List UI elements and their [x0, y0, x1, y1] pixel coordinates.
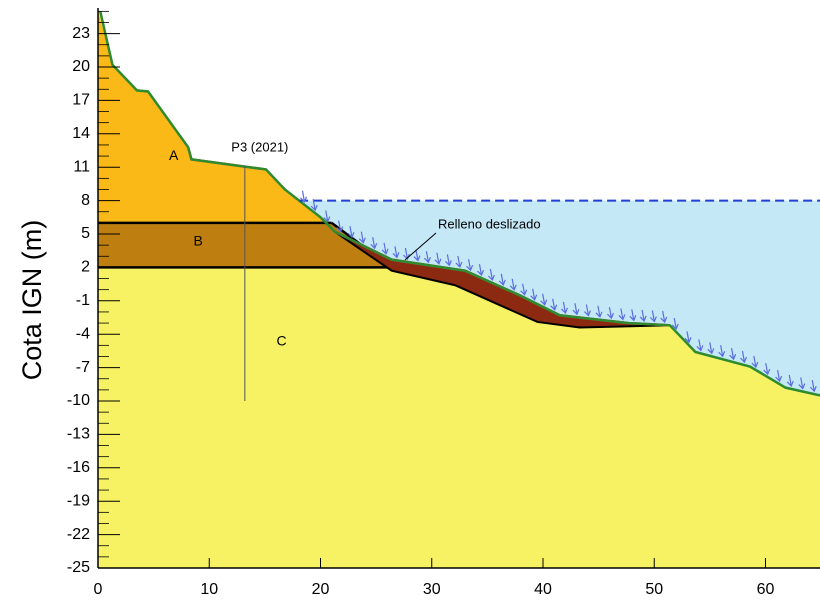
y-tick-label: 5 — [81, 225, 90, 242]
y-tick-label: -1 — [76, 292, 90, 309]
y-tick-label: -4 — [76, 325, 90, 342]
y-tick-label: 20 — [72, 58, 90, 75]
y-tick-label: 2 — [81, 259, 90, 276]
slide-label: Relleno deslizado — [438, 216, 541, 231]
y-tick-label: -25 — [67, 559, 90, 576]
y-tick-label: 23 — [72, 25, 90, 42]
y-tick-label: -10 — [67, 392, 90, 409]
x-tick-label: 30 — [423, 581, 441, 598]
layer-label: A — [169, 147, 179, 163]
y-tick-label: 8 — [81, 192, 90, 209]
y-tick-label: -16 — [67, 459, 90, 476]
x-tick-label: 10 — [200, 581, 218, 598]
y-tick-label: 14 — [72, 125, 90, 142]
y-tick-label: -13 — [67, 426, 90, 443]
chart: Cota IGN (m) P3 (2021) C A B Relleno desliza… — [0, 0, 820, 604]
x-tick-label: 0 — [94, 581, 103, 598]
x-tick-label: 20 — [312, 581, 330, 598]
y-tick-label: 17 — [72, 92, 90, 109]
layer — [98, 11, 327, 223]
x-tick-label: 40 — [534, 581, 552, 598]
y-tick-label: 11 — [73, 158, 90, 175]
y-tick-label: -22 — [67, 526, 90, 543]
y-tick-label: -19 — [67, 492, 90, 509]
layer-label: B — [193, 233, 202, 249]
layer-label: C — [276, 333, 286, 349]
y-tick-label: -7 — [76, 359, 90, 376]
borehole-label: P3 (2021) — [231, 140, 288, 155]
x-tick-label: 60 — [757, 581, 775, 598]
x-tick-label: 50 — [645, 581, 663, 598]
y-axis-label: Cota IGN (m) — [17, 220, 47, 381]
